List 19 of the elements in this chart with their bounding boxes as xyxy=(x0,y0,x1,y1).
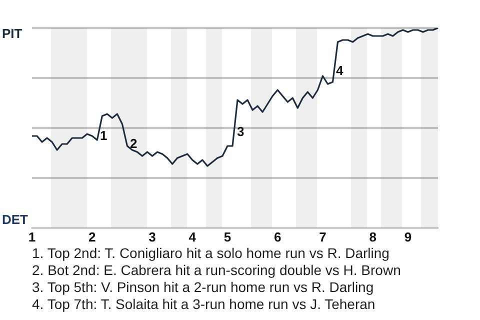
x-tick-label: 7 xyxy=(319,229,326,244)
x-tick-label: 8 xyxy=(369,229,376,244)
text: 1. Top 2nd: T. Conigliaro hit a solo home run vs R. Darling xyxy=(32,245,390,262)
annotation: 2 xyxy=(130,136,138,151)
annotation: 4 xyxy=(336,63,344,78)
x-tick-label: 3 xyxy=(148,229,156,244)
x-tick-label: 2 xyxy=(88,229,96,244)
annotation: 1 xyxy=(100,128,108,143)
x-tick-label: 1 xyxy=(28,229,36,244)
annotation: 3 xyxy=(237,124,244,139)
x-tick-label: 4 xyxy=(188,229,197,244)
x-tick-label: 5 xyxy=(224,229,232,244)
text: DET xyxy=(2,212,28,227)
text: 4. Top 7th: T. Solaita hit a 3-run home run vs J. Teheran xyxy=(32,296,376,313)
x-tick-label: 6 xyxy=(274,229,282,244)
text: 2. Bot 2nd: E. Cabrera hit a run-scoring double vs H. Brown xyxy=(32,262,401,279)
x-tick-label: 9 xyxy=(404,229,412,244)
text: 3. Top 5th: V. Pinson hit a 2-run home run vs R. Darling xyxy=(32,279,375,296)
text: PIT xyxy=(2,26,22,41)
